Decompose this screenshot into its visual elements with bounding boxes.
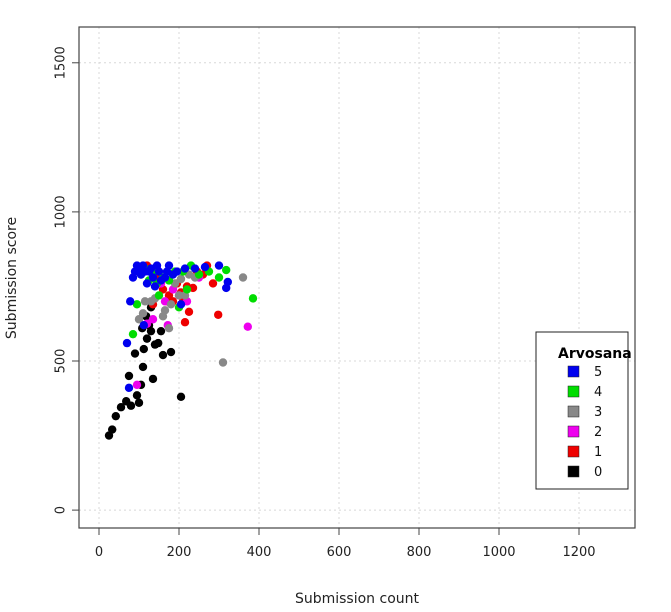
legend-label: 0 xyxy=(594,465,602,480)
data-point xyxy=(138,362,148,372)
data-point xyxy=(130,349,140,358)
legend-box xyxy=(535,331,629,490)
data-point xyxy=(190,264,200,273)
plot-frame xyxy=(78,26,636,529)
data-point xyxy=(166,300,176,309)
data-point xyxy=(134,315,144,324)
data-point xyxy=(148,315,158,324)
data-point xyxy=(124,371,134,381)
data-point xyxy=(160,306,170,315)
data-point xyxy=(132,380,142,390)
data-point xyxy=(134,398,144,407)
x-axis-title: Submission count xyxy=(295,591,420,607)
data-point xyxy=(176,300,186,309)
data-point xyxy=(139,344,148,354)
y-tick-label: 1500 xyxy=(54,46,69,79)
x-tick-label: 1000 xyxy=(482,545,515,560)
data-point xyxy=(148,374,158,384)
y-tick-label: 500 xyxy=(54,349,69,374)
data-point xyxy=(158,350,168,360)
data-point xyxy=(184,307,194,316)
data-point xyxy=(146,326,156,336)
data-point xyxy=(140,297,150,306)
legend-label: 1 xyxy=(594,445,602,460)
data-points xyxy=(104,261,258,440)
legend-swatch xyxy=(567,365,580,378)
legend-swatch xyxy=(567,465,580,478)
data-point xyxy=(154,338,163,348)
data-point xyxy=(126,297,135,306)
series-5 xyxy=(122,261,232,393)
data-point xyxy=(214,261,224,270)
legend-swatch xyxy=(567,445,580,458)
data-point xyxy=(154,291,164,300)
data-point xyxy=(182,285,192,294)
data-point xyxy=(172,267,182,276)
legend-label: 4 xyxy=(594,385,602,400)
data-point xyxy=(243,322,252,331)
y-tick-label: 1000 xyxy=(54,195,69,228)
legend-swatch xyxy=(567,425,580,438)
y-axis-title: Submission score xyxy=(4,217,20,339)
data-point xyxy=(156,326,166,336)
data-point xyxy=(128,329,138,339)
legend-label: 3 xyxy=(594,405,602,420)
legend-title: Arvosana xyxy=(558,346,632,362)
data-point xyxy=(248,294,258,303)
data-point xyxy=(142,279,152,288)
data-point xyxy=(126,401,136,410)
data-point xyxy=(180,318,190,327)
legend-label: 2 xyxy=(594,425,602,440)
legend-entries: 5 4 3 2 1 0 xyxy=(567,365,602,480)
legend: Arvosana 5 4 3 2 1 0 xyxy=(535,331,632,490)
x-tick-label: 200 xyxy=(167,545,192,560)
series-3 xyxy=(134,270,248,367)
data-point xyxy=(111,411,121,421)
legend-label: 5 xyxy=(594,365,602,380)
data-point xyxy=(208,279,218,288)
x-tick-label: 1200 xyxy=(562,545,595,560)
data-point xyxy=(122,338,132,348)
data-point xyxy=(200,262,210,272)
data-point xyxy=(164,261,174,270)
data-point xyxy=(174,291,184,300)
data-point xyxy=(124,383,134,393)
data-point xyxy=(176,392,186,401)
data-point xyxy=(214,310,223,319)
data-point xyxy=(116,403,126,412)
x-tick-label: 0 xyxy=(95,545,103,560)
legend-swatch xyxy=(567,405,580,418)
data-point xyxy=(166,347,176,357)
data-point xyxy=(132,391,142,400)
data-point xyxy=(223,277,232,287)
data-point xyxy=(176,274,186,284)
x-tick-label: 400 xyxy=(247,545,272,560)
data-point xyxy=(108,425,117,434)
data-point xyxy=(218,358,228,367)
data-point xyxy=(150,282,160,291)
data-point xyxy=(138,309,148,318)
data-point xyxy=(142,334,152,343)
data-point xyxy=(214,273,224,282)
x-tick-label: 800 xyxy=(407,545,432,560)
data-point xyxy=(139,321,148,330)
data-point xyxy=(154,267,164,276)
data-point xyxy=(132,300,142,309)
data-point xyxy=(194,270,204,279)
x-axis: 0 200 400 600 800 1000 1200 xyxy=(95,528,596,560)
data-point xyxy=(222,265,231,275)
data-point xyxy=(164,323,174,333)
x-tick-label: 600 xyxy=(327,545,352,560)
legend-swatch xyxy=(567,385,580,398)
y-axis: 0 500 1000 1500 xyxy=(54,46,79,514)
y-tick-label: 0 xyxy=(54,506,69,514)
data-point xyxy=(180,264,190,273)
data-point xyxy=(148,273,158,282)
data-point xyxy=(238,273,248,282)
